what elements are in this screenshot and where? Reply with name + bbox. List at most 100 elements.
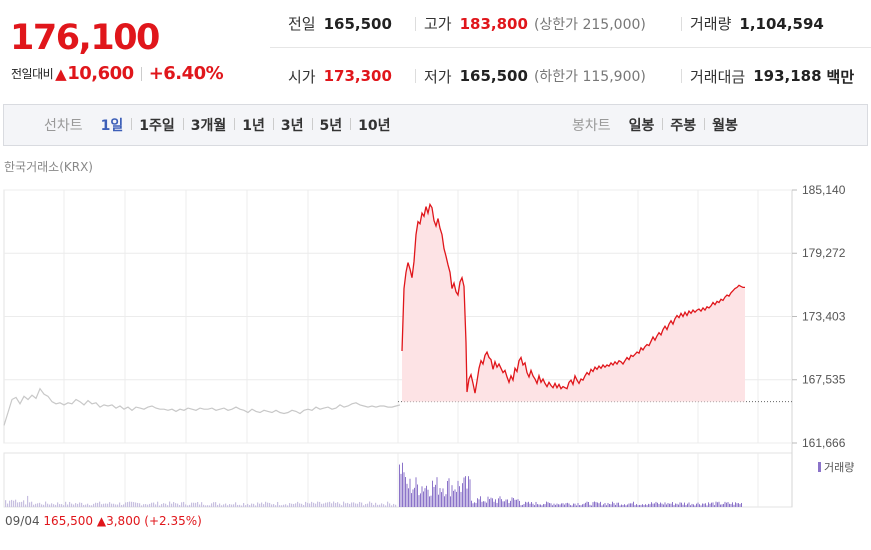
volume-bar-prev xyxy=(343,501,345,507)
volume-bar xyxy=(651,502,652,507)
volume-bar-prev xyxy=(321,503,323,507)
period-3y[interactable]: 3년 xyxy=(272,115,312,135)
volume-bar-prev xyxy=(227,505,229,507)
volume-bar xyxy=(408,488,409,507)
volume-bar xyxy=(670,503,672,507)
volume-bar xyxy=(612,501,613,507)
volume-bar xyxy=(646,505,648,507)
volume-bar-prev xyxy=(259,503,261,507)
period-10y[interactable]: 10년 xyxy=(350,115,398,135)
volume-bar xyxy=(631,503,633,507)
volume-bar-prev xyxy=(231,504,233,507)
volume-bar-prev xyxy=(315,503,317,507)
volume-bar-prev xyxy=(185,504,187,507)
period-5y[interactable]: 5년 xyxy=(311,115,351,135)
volume-bar xyxy=(676,503,678,507)
volume-bar-prev xyxy=(347,502,349,507)
volume-bar xyxy=(685,505,687,507)
volume-bar xyxy=(696,503,697,507)
volume-bar-prev xyxy=(205,505,207,507)
volume-bar-prev xyxy=(167,505,169,507)
current-price: 176,100 xyxy=(10,18,160,58)
volume-bar-prev xyxy=(19,502,21,507)
period-1w[interactable]: 1주일 xyxy=(131,115,183,135)
volume-bar-prev xyxy=(179,504,181,507)
volume-bar-prev xyxy=(381,503,383,507)
volume-bar-prev xyxy=(195,502,197,507)
volume-bar-prev xyxy=(71,503,73,507)
volume-bar xyxy=(549,503,550,507)
volume-bar xyxy=(711,502,712,507)
volume-bar-prev xyxy=(255,505,257,507)
candle-chart-periods: 봉차트 일봉 주봉 월봉 xyxy=(572,105,746,145)
prev-up-icon: ▲ xyxy=(96,514,107,528)
volume-bar xyxy=(565,503,567,507)
price-chart[interactable]: 185,140 179,272 173,403 167,535 161,666 09/05… xyxy=(0,175,871,515)
volume-bar-prev xyxy=(217,504,219,507)
volume-bar xyxy=(630,503,631,507)
volume-bar xyxy=(490,497,492,507)
volume-bar xyxy=(514,499,516,507)
volume-bar xyxy=(562,503,564,507)
volume-bar xyxy=(487,496,489,507)
volume-bar xyxy=(430,495,432,507)
volume-bar-prev xyxy=(377,504,379,507)
volume-bar xyxy=(609,504,610,507)
volume-bar-prev xyxy=(125,502,127,507)
volume-bar xyxy=(553,503,555,507)
x-tick-label: 12:00 xyxy=(563,514,593,515)
volume-bar-prev xyxy=(319,501,321,507)
volume-bar-prev xyxy=(209,505,211,507)
period-3m[interactable]: 3개월 xyxy=(182,115,235,135)
volume-bar-prev xyxy=(287,505,289,507)
candle-daily[interactable]: 일봉 xyxy=(628,118,655,134)
volume-bar xyxy=(519,500,520,507)
volume-bar xyxy=(637,505,639,507)
turnover-unit: 백만 xyxy=(826,67,855,86)
period-1d[interactable]: 1일 xyxy=(100,118,124,134)
volume-bar xyxy=(433,486,435,507)
volume-bar-prev xyxy=(301,503,303,507)
volume-bar xyxy=(642,504,643,507)
volume-bar xyxy=(426,485,427,507)
volume-bar-prev xyxy=(275,505,277,507)
volume-bar-prev xyxy=(119,502,121,507)
volume-bar-prev xyxy=(367,503,369,507)
volume-bar xyxy=(403,472,405,507)
period-1y[interactable]: 1년 xyxy=(234,115,273,135)
volume-bar-prev xyxy=(237,504,239,507)
volume-bar-prev xyxy=(243,503,245,507)
volume-bar xyxy=(738,503,739,507)
volume-bar-prev xyxy=(365,504,367,507)
candle-weekly[interactable]: 주봉 xyxy=(662,115,704,135)
change-label: 전일대비 xyxy=(11,67,54,81)
y-tick-label: 161,666 xyxy=(802,436,846,450)
volume-bar-prev xyxy=(169,501,171,507)
volume-bar xyxy=(717,502,718,507)
volume-bar-prev xyxy=(337,502,339,507)
volume-bar-prev xyxy=(55,504,57,507)
volume-bar-prev xyxy=(13,500,15,507)
volume-bar xyxy=(721,504,723,507)
candle-monthly[interactable]: 월봉 xyxy=(704,115,746,135)
volume-bar-prev xyxy=(145,504,147,507)
volume-bar xyxy=(550,503,552,507)
volume-bar xyxy=(516,499,517,507)
volume-bar xyxy=(556,503,558,507)
volume-bar xyxy=(456,491,457,507)
volume-bar-prev xyxy=(17,502,19,507)
volume-bar-prev xyxy=(105,503,107,507)
volume-bar xyxy=(457,480,459,507)
volume-bar-prev xyxy=(95,502,97,507)
volume-bar xyxy=(739,504,741,507)
volume-bar-prev xyxy=(327,502,329,507)
volume-bar xyxy=(573,503,574,507)
volume-bar xyxy=(535,501,537,507)
volume-bar xyxy=(538,504,540,507)
volume-bar xyxy=(448,478,450,507)
volume-bar xyxy=(718,501,720,507)
volume-bar xyxy=(733,504,735,507)
volume-bar-prev xyxy=(129,501,131,507)
volume-bar-prev xyxy=(369,501,371,507)
volume-value: 1,104,594 xyxy=(739,14,824,33)
